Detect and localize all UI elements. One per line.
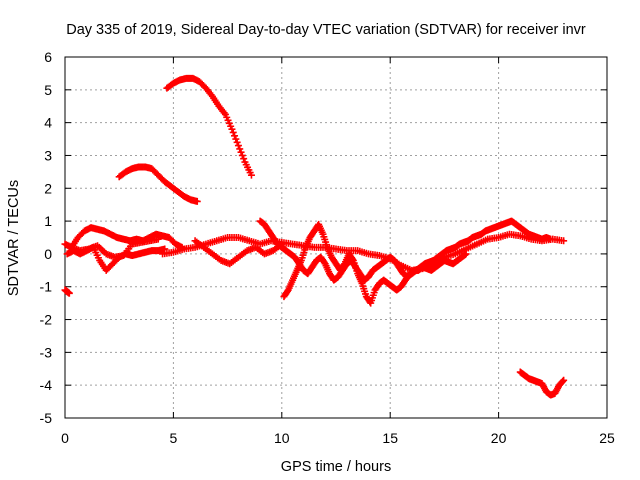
- x-tick-label: 0: [61, 430, 69, 446]
- series-arc-4: [68, 235, 162, 261]
- series-arc-10: [280, 220, 470, 307]
- data-point: [462, 250, 470, 258]
- y-tick-label: 6: [44, 49, 52, 65]
- x-tick-label: 5: [170, 430, 178, 446]
- y-tick-label: -2: [40, 312, 53, 328]
- data-point: [228, 125, 236, 133]
- y-tick-label: -5: [40, 410, 53, 426]
- data-point: [559, 377, 567, 385]
- data-point: [560, 237, 568, 245]
- data-point: [232, 135, 240, 143]
- data-point: [560, 376, 568, 384]
- x-tick-label: 20: [491, 430, 507, 446]
- y-axis-label: SDTVAR / TECUs: [6, 180, 22, 296]
- data-point: [547, 235, 555, 243]
- data-point: [237, 148, 245, 156]
- data-point: [238, 151, 246, 159]
- data-point: [348, 255, 356, 263]
- x-axis-label: GPS time / hours: [281, 459, 391, 475]
- y-tick-label: 3: [44, 147, 52, 163]
- y-tick-label: 4: [44, 115, 52, 131]
- series-arc-11: [516, 368, 568, 399]
- y-tick-label: 5: [44, 82, 52, 98]
- x-tick-label: 25: [599, 430, 615, 446]
- data-point: [234, 142, 242, 150]
- chart-title: Day 335 of 2019, Sidereal Day-to-day VTE…: [66, 22, 586, 38]
- y-tick-labels: -5 -4 -3 -2 -1 0 1 2 3 4 5 6: [40, 49, 53, 426]
- data-point: [247, 171, 255, 179]
- data-point: [193, 197, 201, 205]
- y-tick-label: -4: [40, 377, 53, 393]
- data-points: [61, 74, 568, 399]
- plot-frame: [64, 56, 608, 419]
- data-point: [154, 235, 162, 243]
- series-arc-6: [163, 74, 255, 179]
- series-arc-7: [159, 230, 568, 274]
- grid-lines: [65, 57, 607, 418]
- y-tick-label: 2: [44, 180, 52, 196]
- series-arc-5: [115, 163, 201, 205]
- y-tick-label: -1: [40, 279, 53, 295]
- data-point: [229, 128, 237, 136]
- x-tick-label: 10: [274, 430, 290, 446]
- y-tick-label: -3: [40, 344, 53, 360]
- data-point: [236, 145, 244, 153]
- data-point: [240, 155, 248, 163]
- x-tick-label: 15: [382, 430, 398, 446]
- series-arc-2: [61, 224, 186, 251]
- series-arc-9: [256, 217, 555, 284]
- data-point: [233, 138, 241, 146]
- data-point: [231, 132, 239, 140]
- y-tick-label: 0: [44, 246, 52, 262]
- series-arc-1: [61, 286, 73, 297]
- data-point: [65, 289, 73, 297]
- x-tick-labels: 0 5 10 15 20 25: [61, 430, 615, 446]
- y-tick-label: 1: [44, 213, 52, 229]
